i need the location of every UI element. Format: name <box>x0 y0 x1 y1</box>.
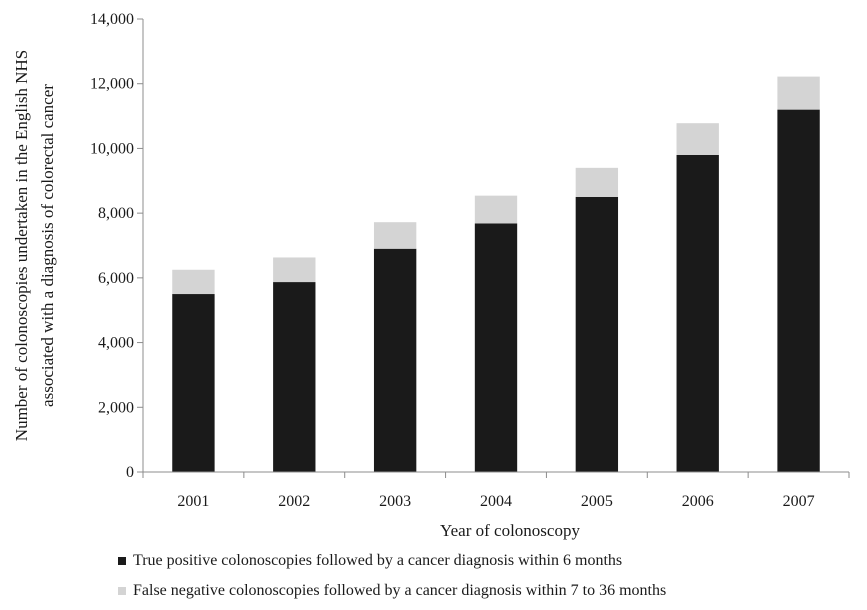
y-axis: 0 2,000 4,000 6,000 8,000 10,000 12,000 14,000 <box>90 11 144 481</box>
bar-true-positive-2007 <box>777 109 820 472</box>
x-tick-label: 2003 <box>379 493 411 510</box>
bar-true-positive-2005 <box>575 196 619 472</box>
bar-true-positive-2003 <box>373 248 417 472</box>
bar-true-positive-2004 <box>474 223 518 472</box>
bar-false-negative-2001 <box>172 269 215 295</box>
bar-true-positive-2001 <box>172 294 215 472</box>
y-tick-label: 14,000 <box>90 11 134 28</box>
bar-false-negative-2006 <box>676 123 719 155</box>
legend-item-false-negative: False negative colonoscopies followed by… <box>118 580 666 602</box>
bar-false-negative-2007 <box>777 76 820 110</box>
bars <box>172 76 820 472</box>
x-axis: 2001 2002 2003 2004 2005 2006 2007 <box>142 471 850 510</box>
bar-true-positive-2002 <box>273 282 316 472</box>
legend-label-false-negative: False negative colonoscopies followed by… <box>133 582 667 599</box>
bar-false-negative-2003 <box>373 222 417 249</box>
legend-swatch-false-negative <box>118 587 126 595</box>
x-axis-title: Year of colonoscopy <box>440 521 580 540</box>
y-axis-title: Number of colonoscopies undertaken in th… <box>12 50 57 441</box>
legend-label-true-positive: True positive colonoscopies followed by … <box>133 552 623 569</box>
y-tick-label: 2,000 <box>98 399 134 416</box>
y-tick-label: 12,000 <box>90 76 134 93</box>
x-tick-label: 2005 <box>581 493 613 510</box>
legend: True positive colonoscopies followed by … <box>118 550 666 610</box>
x-tick-label: 2001 <box>177 493 209 510</box>
x-tick-label: 2007 <box>783 493 815 510</box>
legend-item-true-positive: True positive colonoscopies followed by … <box>118 550 666 572</box>
bar-false-negative-2004 <box>474 195 518 224</box>
y-tick-label: 0 <box>126 464 134 481</box>
bar-false-negative-2002 <box>273 257 316 283</box>
y-tick-label: 6,000 <box>98 270 134 287</box>
y-axis-title-line-2: associated with a diagnosis of colorecta… <box>38 84 57 407</box>
stacked-bar-chart: Number of colonoscopies undertaken in th… <box>12 11 850 540</box>
legend-swatch-true-positive <box>118 557 126 565</box>
y-tick-label: 10,000 <box>90 140 134 157</box>
bar-true-positive-2006 <box>676 154 719 472</box>
x-tick-label: 2006 <box>682 493 714 510</box>
y-axis-title-line-1: Number of colonoscopies undertaken in th… <box>12 50 31 441</box>
x-tick-label: 2002 <box>278 493 310 510</box>
x-tick-label: 2004 <box>480 493 512 510</box>
bar-false-negative-2005 <box>575 167 619 197</box>
y-tick-label: 4,000 <box>98 335 134 352</box>
y-tick-label: 8,000 <box>98 205 134 222</box>
